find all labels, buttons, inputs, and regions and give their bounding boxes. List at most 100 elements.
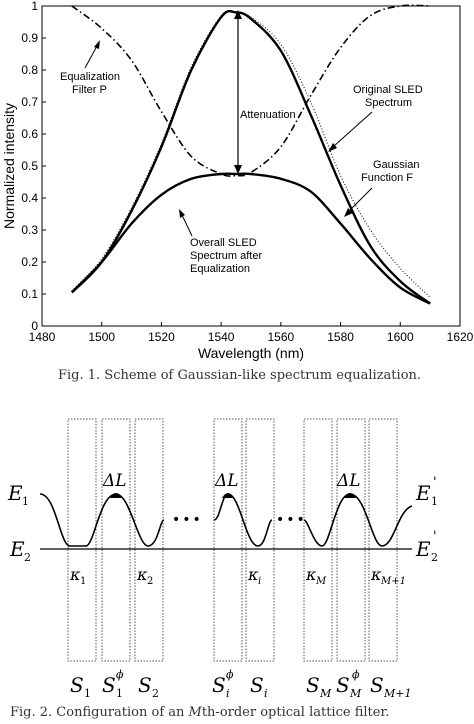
section-symbol: S <box>250 673 264 697</box>
kappa-labels: κ 1 κ 2 κ i κ M κ M+1 <box>69 565 406 587</box>
overall-label-1: Overall SLED <box>190 237 257 249</box>
y-tick-label: 0.9 <box>21 31 38 45</box>
y-tick-label: 0.8 <box>21 63 38 77</box>
section-box <box>368 418 398 662</box>
fig2-diagram: E 1 E 2 E 1 ' E 2 ' ΔL ΔL ΔL ••• ••• κ 1… <box>7 418 438 700</box>
section-sup: ϕ <box>226 668 234 681</box>
x-tick-label: 1620 <box>447 330 474 344</box>
kappa-sub: M+1 <box>380 576 406 587</box>
y-tick-label: 0.1 <box>21 287 38 301</box>
section-sub: 1 <box>116 687 123 700</box>
kappa-symbol: κ <box>370 565 382 584</box>
y-ticks: 0 0.1 0.2 0.3 0.4 0.5 0.6 0.7 0.8 0.9 1 <box>21 0 46 333</box>
orig-label-1: Original SLED <box>353 84 423 96</box>
fig1-chart: 1480 1500 1520 1540 1560 1580 1600 1620 0 0.1 0.2… <box>1 0 474 361</box>
section-box <box>213 418 243 662</box>
peak-marker <box>110 493 122 498</box>
section-box <box>67 418 97 662</box>
section-sub: M <box>349 687 362 700</box>
kappa-sub: 2 <box>147 576 153 587</box>
section-sub: i <box>264 687 268 700</box>
section-box <box>303 418 333 662</box>
e1-prime-mark: ' <box>433 475 437 490</box>
delta-l-label: ΔL <box>214 471 239 491</box>
overall-pointer <box>181 214 193 237</box>
series-line-3 <box>71 4 431 177</box>
ellipsis-dots: ••• <box>276 512 307 528</box>
section-symbol: S <box>212 673 226 697</box>
section-sub: M <box>319 687 332 700</box>
x-tick-label: 1540 <box>208 330 235 344</box>
section-sup: ϕ <box>116 668 124 681</box>
y-tick-label: 0.7 <box>21 95 38 109</box>
kappa-sub: M <box>315 576 327 587</box>
fig2-caption-m: M <box>188 705 202 720</box>
x-tick-label: 1480 <box>29 330 56 344</box>
kappa-symbol: κ <box>136 565 148 584</box>
e2-prime-mark: ' <box>433 529 437 544</box>
orig-arrowhead <box>328 143 337 152</box>
x-tick-label: 1560 <box>268 330 295 344</box>
gauss-pointer <box>349 187 373 211</box>
kappa-symbol: κ <box>247 565 259 584</box>
overall-arrowhead <box>179 209 185 218</box>
section-sub: 2 <box>152 687 159 700</box>
fig2-caption: Fig. 2. Configuration of an Mth-order op… <box>10 705 389 720</box>
e1-label: E <box>7 481 23 505</box>
section-sub: 1 <box>84 687 91 700</box>
e2-prime-label: E <box>415 537 431 561</box>
ellipsis-dots: ••• <box>172 512 203 528</box>
y-tick-label: 1 <box>31 0 38 13</box>
e1-prime-sub: 1 <box>431 495 438 508</box>
gauss-label-1: Gaussian <box>373 159 419 171</box>
kappa-sub: 1 <box>80 576 86 587</box>
section-labels: S 1 S 1 ϕ S 2 S i ϕ S i S M S M ϕ S M+1 <box>70 668 411 700</box>
section-box <box>101 418 131 662</box>
x-tick-label: 1580 <box>327 330 354 344</box>
section-symbol: S <box>336 673 350 697</box>
y-axis-label: Normalized intensity <box>1 103 17 229</box>
e1-sub: 1 <box>22 495 29 508</box>
x-tick-label: 1500 <box>88 330 115 344</box>
overall-label-2: Spectrum after <box>190 250 262 262</box>
y-tick-label: 0.6 <box>21 127 38 141</box>
gauss-label-2: Function F <box>361 172 413 184</box>
section-box <box>134 418 164 662</box>
e2-sub: 2 <box>24 551 31 564</box>
section-sub: i <box>226 687 230 700</box>
section-sup: ϕ <box>352 668 360 681</box>
overall-label-3: Equalization <box>190 263 250 275</box>
kappa-symbol: κ <box>69 565 81 584</box>
x-tick-label: 1600 <box>387 330 414 344</box>
attenuation-arrow <box>234 10 242 174</box>
y-tick-label: 0.4 <box>21 191 38 205</box>
x-tick-label: 1520 <box>148 330 175 344</box>
e1-prime-label: E <box>415 481 431 505</box>
series-line-2 <box>71 10 431 298</box>
attenuation-label: Attenuation <box>240 109 296 121</box>
x-ticks: 1480 1500 1520 1540 1560 1580 1600 1620 <box>29 322 474 344</box>
delta-l-label: ΔL <box>336 471 361 491</box>
kappa-symbol: κ <box>305 565 317 584</box>
y-tick-label: 0.2 <box>21 255 38 269</box>
y-tick-label: 0 <box>31 319 38 333</box>
e2-prime-sub: 2 <box>431 551 438 564</box>
section-symbol: S <box>70 673 84 697</box>
series-group <box>71 4 431 305</box>
gauss-arrowhead <box>344 208 353 217</box>
fig1-caption: Fig. 1. Scheme of Gaussian-like spectrum… <box>58 368 422 383</box>
fig2-caption-pre: Fig. 2. Configuration of an <box>10 705 189 720</box>
section-box <box>336 418 366 662</box>
kappa-sub: i <box>258 576 261 587</box>
series-line-4 <box>71 172 431 305</box>
section-symbol: S <box>138 673 152 697</box>
peak-marker <box>344 493 356 498</box>
filter-arrowhead <box>94 40 100 49</box>
x-axis-label: Wavelength (nm) <box>198 345 304 361</box>
y-tick-label: 0.3 <box>21 223 38 237</box>
fig2-caption-post: th-order optical lattice filter. <box>201 705 390 720</box>
section-sub: M+1 <box>383 687 411 700</box>
peak-markers <box>110 493 356 498</box>
orig-label-2: Spectrum <box>365 97 412 109</box>
